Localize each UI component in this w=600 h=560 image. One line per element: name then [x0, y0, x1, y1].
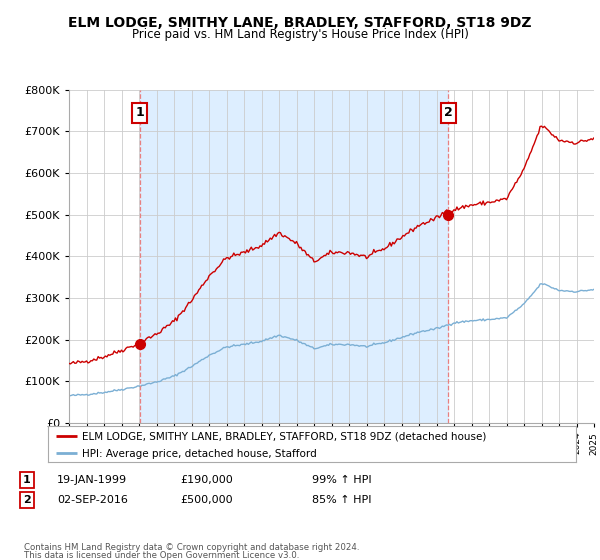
Text: 2: 2	[444, 106, 452, 119]
Text: This data is licensed under the Open Government Licence v3.0.: This data is licensed under the Open Gov…	[24, 551, 299, 560]
Text: 02-SEP-2016: 02-SEP-2016	[57, 495, 128, 505]
Text: HPI: Average price, detached house, Stafford: HPI: Average price, detached house, Staf…	[82, 449, 317, 459]
Text: 19-JAN-1999: 19-JAN-1999	[57, 475, 127, 485]
Text: ELM LODGE, SMITHY LANE, BRADLEY, STAFFORD, ST18 9DZ: ELM LODGE, SMITHY LANE, BRADLEY, STAFFOR…	[68, 16, 532, 30]
Text: ELM LODGE, SMITHY LANE, BRADLEY, STAFFORD, ST18 9DZ (detached house): ELM LODGE, SMITHY LANE, BRADLEY, STAFFOR…	[82, 432, 487, 441]
Text: £190,000: £190,000	[180, 475, 233, 485]
Text: Contains HM Land Registry data © Crown copyright and database right 2024.: Contains HM Land Registry data © Crown c…	[24, 543, 359, 552]
Text: £500,000: £500,000	[180, 495, 233, 505]
Text: Price paid vs. HM Land Registry's House Price Index (HPI): Price paid vs. HM Land Registry's House …	[131, 28, 469, 41]
Text: 2: 2	[23, 495, 31, 505]
Bar	[140, 90, 448, 423]
Text: 1: 1	[23, 475, 31, 485]
Text: 85% ↑ HPI: 85% ↑ HPI	[312, 495, 371, 505]
Text: 1: 1	[136, 106, 144, 119]
Text: 99% ↑ HPI: 99% ↑ HPI	[312, 475, 371, 485]
